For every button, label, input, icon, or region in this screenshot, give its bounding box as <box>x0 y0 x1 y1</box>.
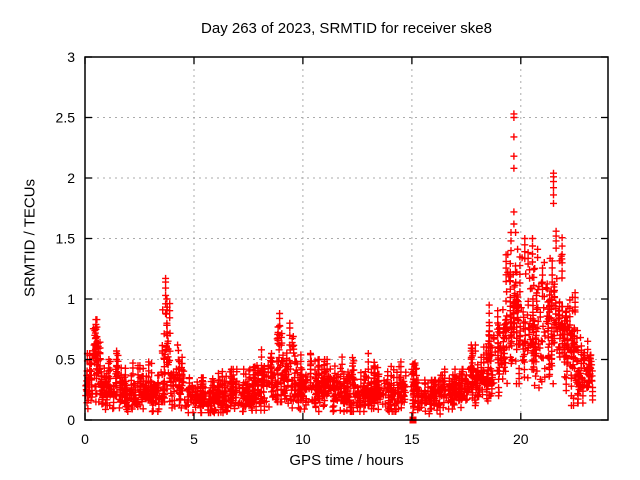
svg-text:2.5: 2.5 <box>56 110 76 126</box>
data-points <box>82 110 597 418</box>
svg-text:1: 1 <box>67 291 75 307</box>
x-axis-label: GPS time / hours <box>289 452 404 469</box>
grid-lines <box>85 57 608 420</box>
chart-title: Day 263 of 2023, SRMTID for receiver ske… <box>201 20 492 37</box>
svg-text:0: 0 <box>81 431 89 447</box>
svg-text:5: 5 <box>190 431 198 447</box>
svg-text:2: 2 <box>67 170 75 186</box>
plot-frame <box>84 56 609 421</box>
svg-text:15: 15 <box>404 431 420 447</box>
svg-text:0.5: 0.5 <box>56 352 76 368</box>
y-tick-labels: 0 0.5 1 1.5 2 2.5 3 <box>56 49 76 428</box>
svg-text:0: 0 <box>67 412 75 428</box>
svg-text:20: 20 <box>513 431 529 447</box>
svg-text:10: 10 <box>295 431 311 447</box>
svg-text:1.5: 1.5 <box>56 231 76 247</box>
x-tick-labels: 0 5 10 15 20 <box>81 431 529 447</box>
svg-text:3: 3 <box>67 49 75 65</box>
